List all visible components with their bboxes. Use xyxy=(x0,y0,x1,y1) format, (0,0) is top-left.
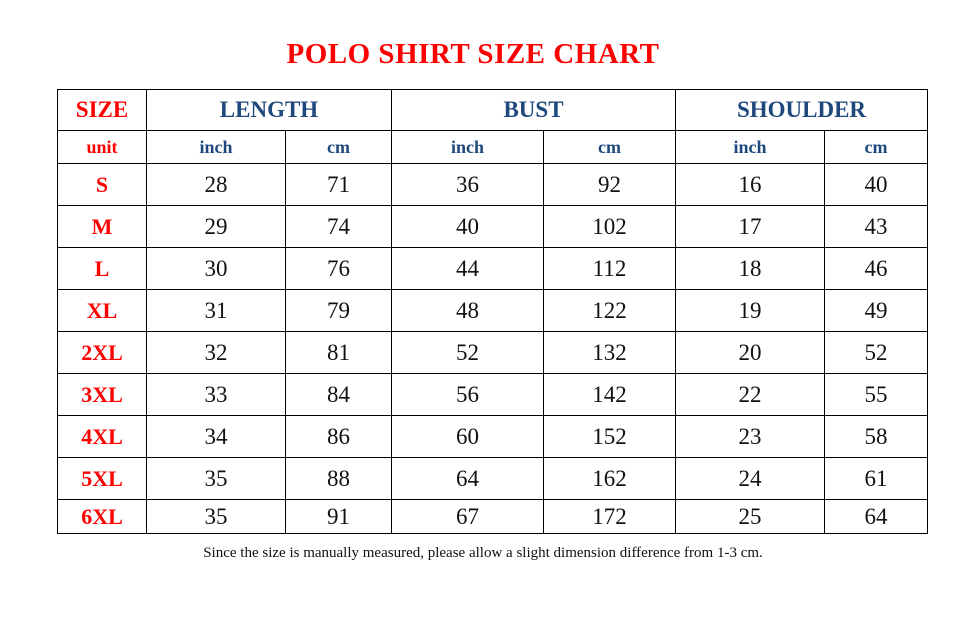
value-cell: 84 xyxy=(285,373,392,416)
value-cell: 33 xyxy=(146,373,286,416)
value-cell: 30 xyxy=(146,247,286,290)
value-cell: 29 xyxy=(146,205,286,248)
size-cell: M xyxy=(57,205,147,248)
unit-header: inch xyxy=(391,130,544,164)
value-cell: 46 xyxy=(824,247,928,290)
bust-header: BUST xyxy=(391,89,676,131)
size-cell: S xyxy=(57,163,147,206)
shoulder-header: SHOULDER xyxy=(675,89,928,131)
size-header: SIZE xyxy=(57,89,147,131)
value-cell: 74 xyxy=(285,205,392,248)
table-row: 2XL 32 81 52 132 20 52 xyxy=(57,331,928,374)
value-cell: 17 xyxy=(675,205,825,248)
value-cell: 122 xyxy=(543,289,676,332)
value-cell: 48 xyxy=(391,289,544,332)
value-cell: 152 xyxy=(543,415,676,458)
value-cell: 162 xyxy=(543,457,676,500)
table-row: 3XL 33 84 56 142 22 55 xyxy=(57,373,928,416)
group-header-row: SIZE LENGTH BUST SHOULDER xyxy=(57,89,928,131)
length-header: LENGTH xyxy=(146,89,392,131)
unit-header: cm xyxy=(824,130,928,164)
value-cell: 76 xyxy=(285,247,392,290)
value-cell: 60 xyxy=(391,415,544,458)
size-cell: L xyxy=(57,247,147,290)
value-cell: 79 xyxy=(285,289,392,332)
size-cell: 2XL xyxy=(57,331,147,374)
size-cell: XL xyxy=(57,289,147,332)
value-cell: 92 xyxy=(543,163,676,206)
value-cell: 56 xyxy=(391,373,544,416)
value-cell: 44 xyxy=(391,247,544,290)
value-cell: 23 xyxy=(675,415,825,458)
value-cell: 58 xyxy=(824,415,928,458)
size-cell: 6XL xyxy=(57,499,147,534)
value-cell: 19 xyxy=(675,289,825,332)
value-cell: 25 xyxy=(675,499,825,534)
page-title: POLO SHIRT SIZE CHART xyxy=(286,38,660,70)
table-row: M 29 74 40 102 17 43 xyxy=(57,205,928,248)
value-cell: 64 xyxy=(824,499,928,534)
value-cell: 24 xyxy=(675,457,825,500)
value-cell: 102 xyxy=(543,205,676,248)
value-cell: 49 xyxy=(824,289,928,332)
value-cell: 36 xyxy=(391,163,544,206)
value-cell: 132 xyxy=(543,331,676,374)
unit-header: cm xyxy=(543,130,676,164)
value-cell: 40 xyxy=(824,163,928,206)
value-cell: 86 xyxy=(285,415,392,458)
value-cell: 52 xyxy=(391,331,544,374)
value-cell: 43 xyxy=(824,205,928,248)
value-cell: 28 xyxy=(146,163,286,206)
size-cell: 5XL xyxy=(57,457,147,500)
table-row: S 28 71 36 92 16 40 xyxy=(57,163,928,206)
value-cell: 71 xyxy=(285,163,392,206)
unit-header: cm xyxy=(285,130,392,164)
value-cell: 16 xyxy=(675,163,825,206)
measurement-note: Since the size is manually measured, ple… xyxy=(203,545,763,561)
table-row: L 30 76 44 112 18 46 xyxy=(57,247,928,290)
unit-header: inch xyxy=(146,130,286,164)
value-cell: 20 xyxy=(675,331,825,374)
size-cell: 3XL xyxy=(57,373,147,416)
value-cell: 32 xyxy=(146,331,286,374)
value-cell: 52 xyxy=(824,331,928,374)
value-cell: 112 xyxy=(543,247,676,290)
unit-header: inch xyxy=(675,130,825,164)
value-cell: 34 xyxy=(146,415,286,458)
table-row: 5XL 35 88 64 162 24 61 xyxy=(57,457,928,500)
value-cell: 91 xyxy=(285,499,392,534)
value-cell: 172 xyxy=(543,499,676,534)
size-chart-table: SIZE LENGTH BUST SHOULDER unit inch cm i… xyxy=(57,89,928,534)
value-cell: 55 xyxy=(824,373,928,416)
value-cell: 67 xyxy=(391,499,544,534)
value-cell: 81 xyxy=(285,331,392,374)
table-row: 4XL 34 86 60 152 23 58 xyxy=(57,415,928,458)
unit-label: unit xyxy=(57,130,147,164)
unit-header-row: unit inch cm inch cm inch cm xyxy=(57,130,928,164)
table-row: 6XL 35 91 67 172 25 64 xyxy=(57,499,928,534)
value-cell: 35 xyxy=(146,499,286,534)
value-cell: 31 xyxy=(146,289,286,332)
value-cell: 40 xyxy=(391,205,544,248)
value-cell: 18 xyxy=(675,247,825,290)
value-cell: 61 xyxy=(824,457,928,500)
value-cell: 64 xyxy=(391,457,544,500)
value-cell: 35 xyxy=(146,457,286,500)
size-cell: 4XL xyxy=(57,415,147,458)
value-cell: 88 xyxy=(285,457,392,500)
value-cell: 22 xyxy=(675,373,825,416)
value-cell: 142 xyxy=(543,373,676,416)
table-row: XL 31 79 48 122 19 49 xyxy=(57,289,928,332)
